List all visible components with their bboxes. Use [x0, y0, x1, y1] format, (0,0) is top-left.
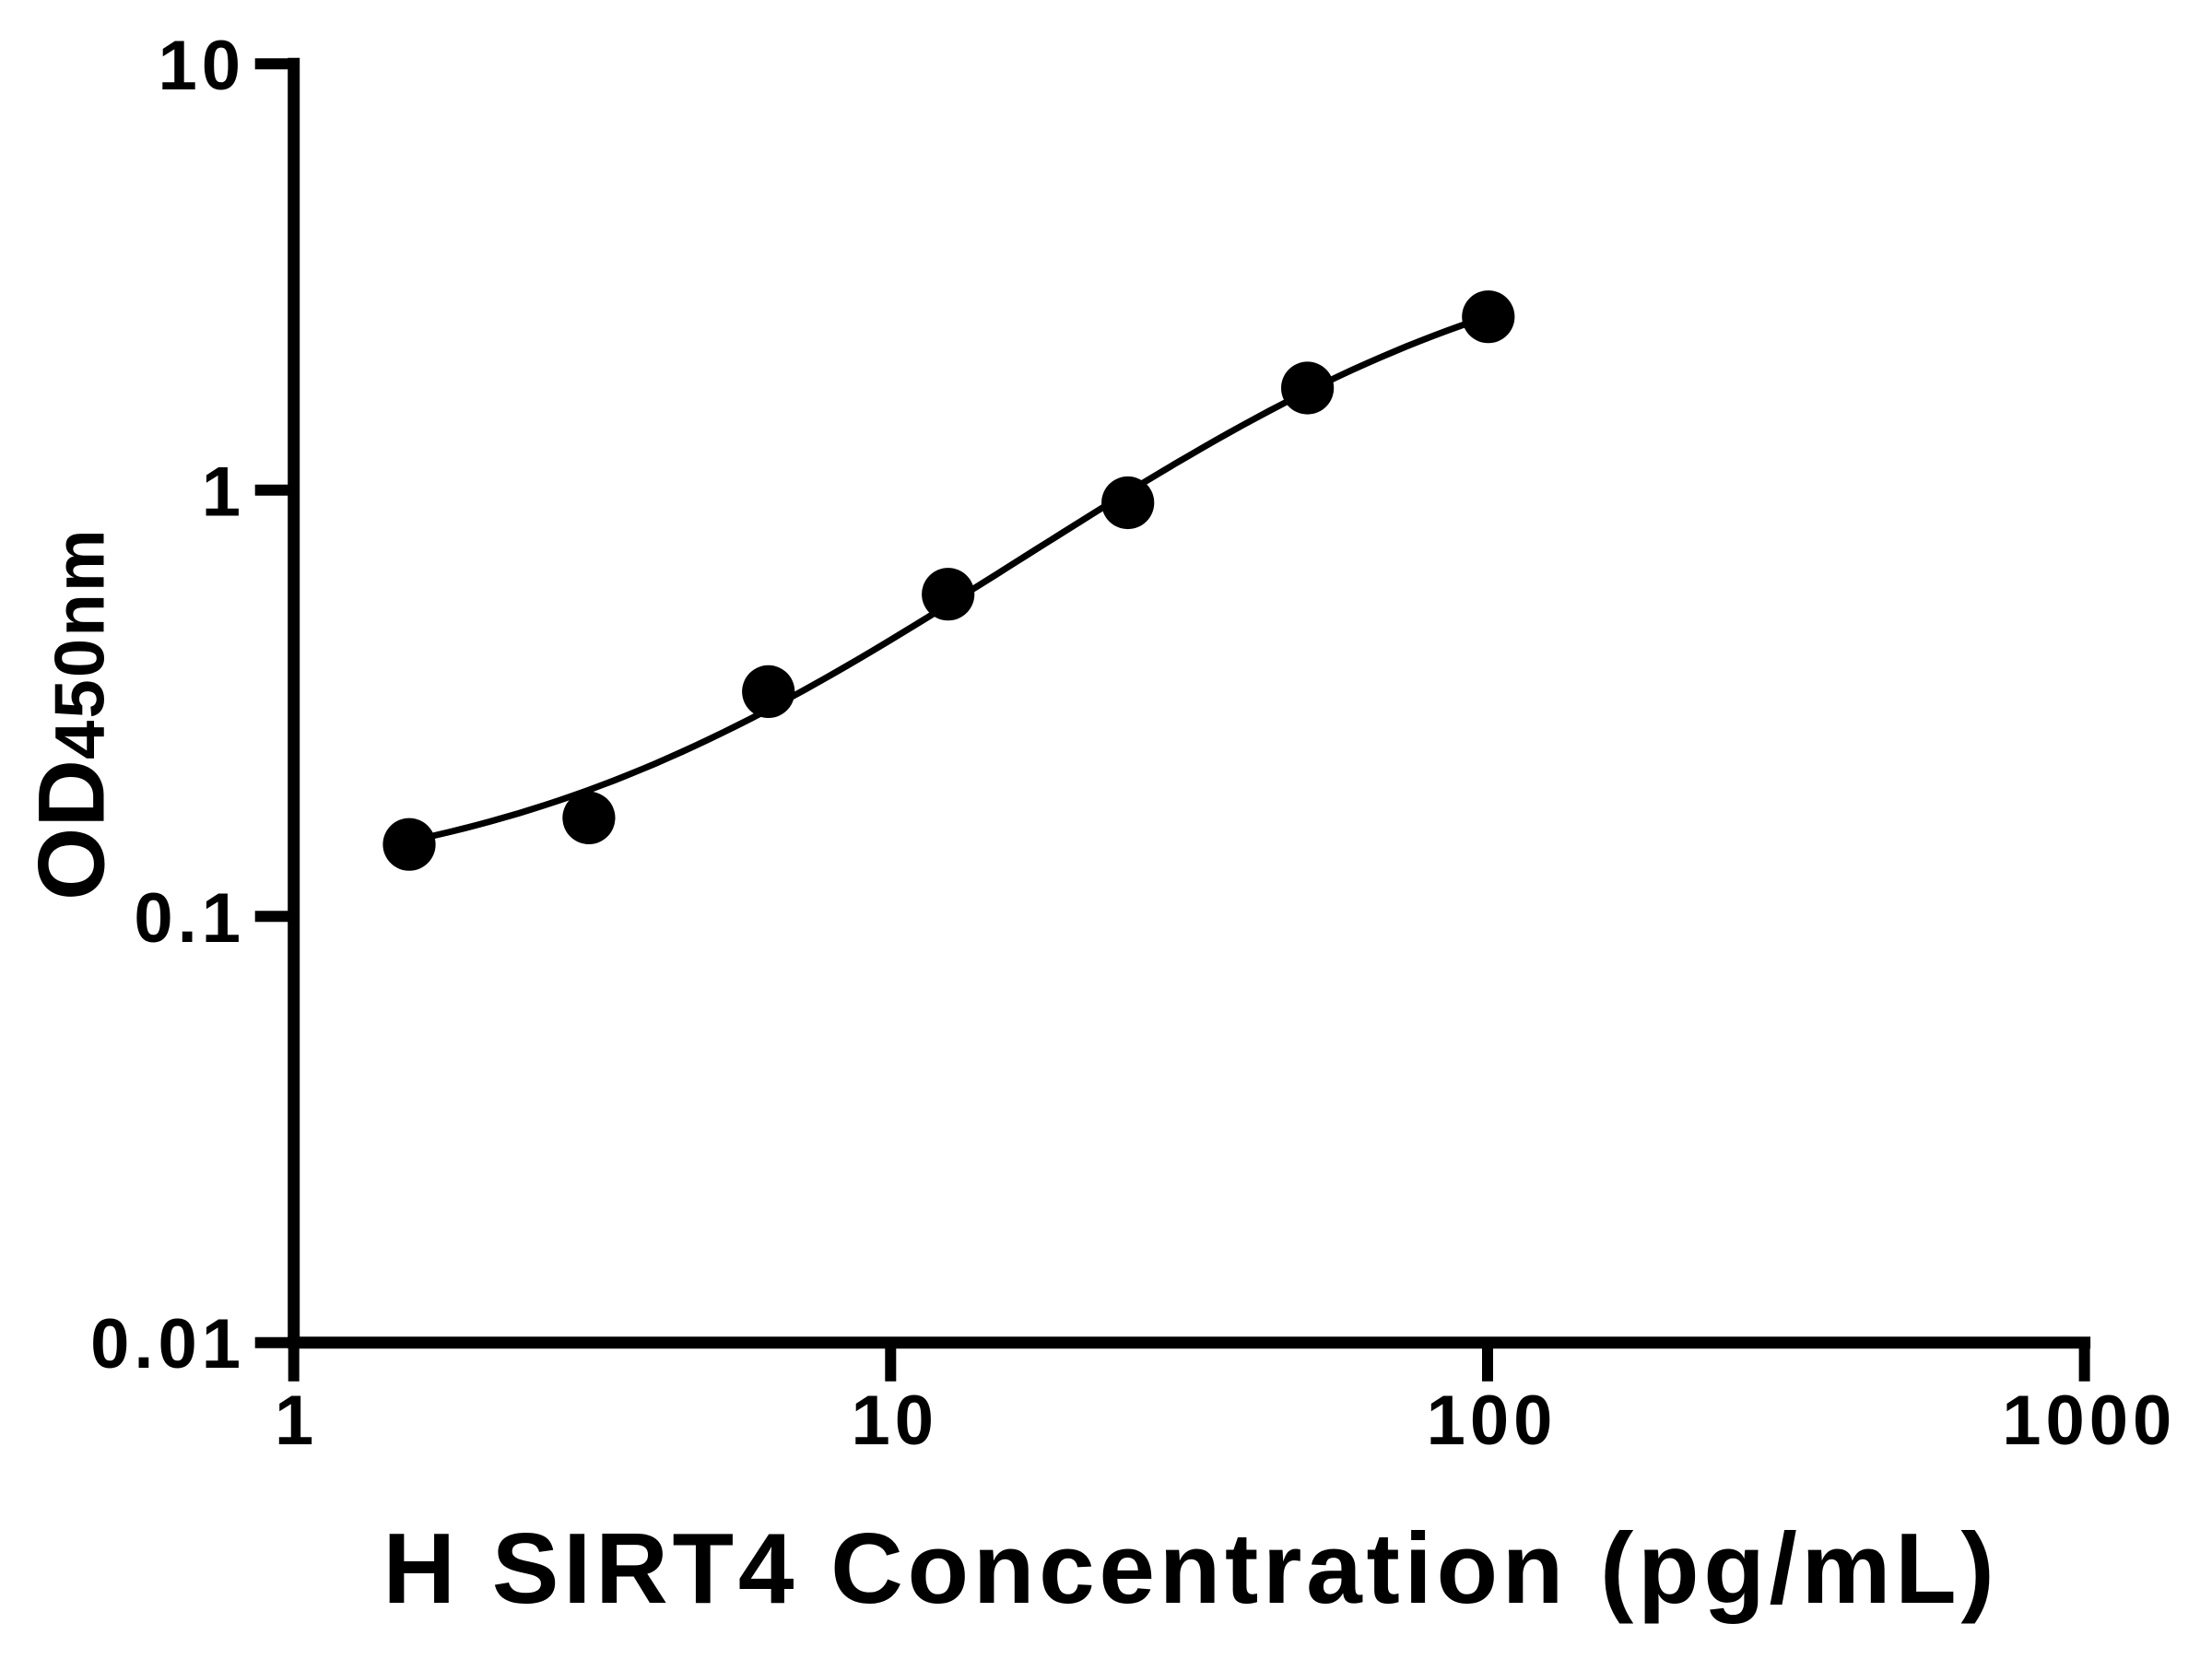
svg-text:10: 10 [852, 1382, 939, 1460]
svg-text:1: 1 [275, 1382, 318, 1460]
svg-text:0.1: 0.1 [134, 879, 245, 958]
svg-text:0.01: 0.01 [90, 1305, 245, 1383]
svg-text:100: 100 [1427, 1382, 1558, 1460]
svg-text:1000: 1000 [2002, 1382, 2176, 1460]
svg-text:H SIRT4 Concentration (pg/mL): H SIRT4 Concentration (pg/mL) [382, 1512, 1998, 1625]
svg-text:1: 1 [202, 453, 245, 531]
svg-text:10: 10 [158, 27, 245, 105]
